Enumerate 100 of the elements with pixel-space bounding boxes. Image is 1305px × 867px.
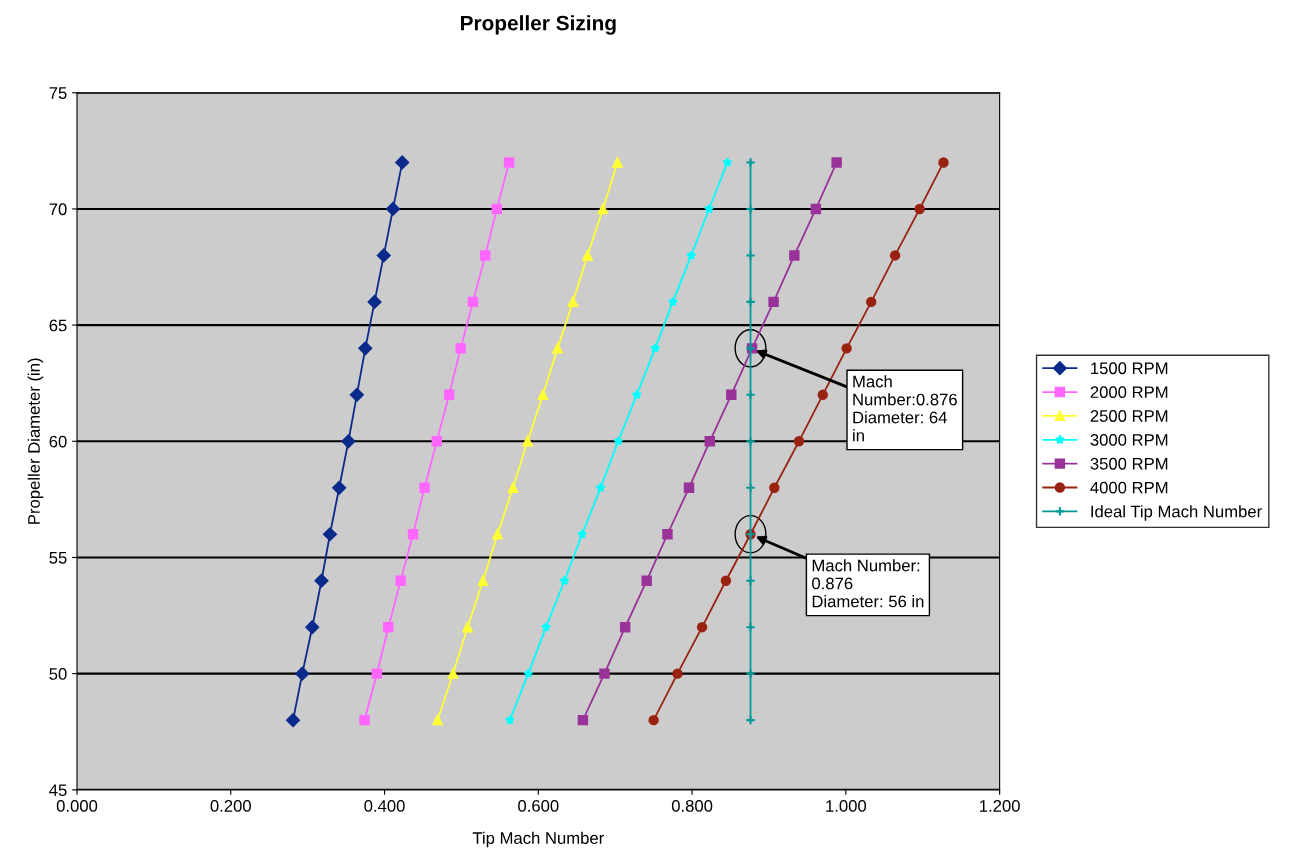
point — [683, 482, 695, 493]
y-tick-label: 75 — [49, 87, 67, 99]
point — [745, 482, 756, 493]
point — [552, 343, 563, 354]
point — [667, 296, 678, 307]
point — [359, 714, 370, 726]
point — [720, 575, 732, 586]
point — [332, 480, 347, 495]
point — [537, 389, 549, 401]
point — [745, 436, 756, 447]
point — [376, 248, 391, 263]
point — [889, 250, 901, 261]
point — [432, 714, 443, 726]
point — [597, 203, 609, 215]
legend-label: 4000 RPM — [1090, 481, 1168, 494]
point — [383, 621, 394, 633]
point — [507, 482, 519, 493]
x-axis-title: Tip Mach Number — [472, 831, 604, 848]
legend-label: 3000 RPM — [1090, 433, 1168, 446]
point — [503, 157, 515, 168]
point — [577, 714, 589, 726]
y-tick-label: 60 — [49, 435, 67, 448]
point — [810, 203, 822, 215]
point — [619, 621, 631, 633]
point — [704, 436, 715, 447]
y-tick-label: 70 — [49, 203, 67, 216]
point — [443, 389, 455, 401]
point — [341, 434, 356, 449]
point — [631, 389, 642, 400]
point — [768, 296, 779, 308]
point — [541, 621, 551, 632]
point — [349, 387, 364, 402]
point — [407, 529, 419, 540]
x-tick-label: 0.200 — [210, 800, 251, 812]
point — [938, 157, 949, 168]
legend-label: 3500 RPM — [1090, 457, 1168, 470]
y-tick-label: 50 — [49, 668, 67, 680]
point — [841, 343, 852, 354]
point — [686, 250, 697, 260]
point — [386, 202, 400, 216]
point — [367, 294, 382, 309]
legend-label: 2500 RPM — [1090, 410, 1168, 422]
point — [650, 343, 661, 353]
point — [595, 482, 606, 493]
point — [395, 575, 406, 586]
point — [662, 529, 673, 540]
point — [419, 482, 430, 493]
y-axis-title: Propeller Diameter (in) — [27, 358, 44, 524]
point — [295, 666, 310, 681]
point — [477, 575, 489, 586]
chart-title: Propeller Sizing — [460, 15, 616, 35]
y-tick-label: 45 — [49, 784, 67, 797]
point — [704, 203, 714, 214]
point — [447, 668, 459, 679]
point — [817, 389, 828, 401]
legend-label: 1500 RPM — [1091, 362, 1168, 375]
y-tick-label: 55 — [49, 552, 67, 564]
point — [522, 436, 533, 447]
point — [371, 668, 383, 679]
point — [358, 341, 373, 356]
x-tick-label: 0.600 — [518, 800, 559, 812]
point — [613, 436, 624, 446]
x-tick-label: 1.200 — [980, 800, 1020, 812]
point — [582, 250, 593, 261]
x-tick-label: 0.000 — [56, 800, 98, 812]
point — [726, 389, 737, 401]
point — [455, 343, 466, 354]
point — [567, 296, 579, 308]
point — [745, 157, 756, 168]
point — [789, 250, 800, 261]
point — [577, 529, 588, 539]
point — [314, 573, 329, 588]
point — [467, 296, 479, 308]
legend-label: Ideal Tip Mach Number — [1091, 505, 1262, 521]
point — [648, 714, 659, 726]
point — [831, 157, 842, 168]
point — [769, 482, 780, 493]
point — [612, 157, 623, 168]
point — [641, 575, 652, 586]
point — [745, 668, 756, 679]
point — [523, 668, 534, 679]
y-tick-label: 65 — [49, 319, 67, 332]
point — [599, 668, 610, 679]
point — [914, 203, 925, 215]
point — [696, 621, 708, 633]
point — [462, 621, 473, 633]
point — [431, 436, 443, 447]
x-tick-label: 0.800 — [671, 800, 713, 812]
point — [286, 713, 300, 728]
point — [793, 436, 805, 447]
point — [745, 250, 756, 261]
point — [480, 250, 491, 261]
point — [323, 527, 337, 542]
point — [305, 620, 320, 635]
x-tick-label: 0.400 — [364, 800, 405, 812]
point — [722, 157, 733, 167]
annotation: Mach Number:0.876 Diameter: 64 in — [853, 375, 957, 442]
point — [866, 296, 877, 308]
point — [395, 155, 410, 170]
point — [491, 203, 502, 215]
